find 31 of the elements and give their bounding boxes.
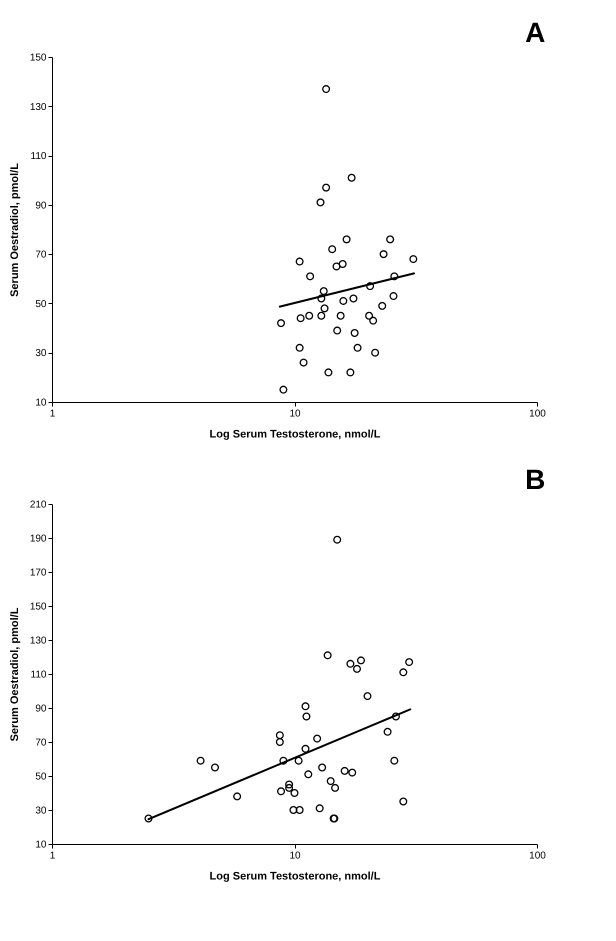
chart-title: B <box>525 464 546 495</box>
x-tick-label: 100 <box>529 850 546 862</box>
y-tick-label: 210 <box>30 500 47 510</box>
y-tick-label: 130 <box>30 102 47 113</box>
y-tick-label: 110 <box>30 670 47 680</box>
x-tick-label: 10 <box>289 408 301 420</box>
y-tick-label: 150 <box>30 52 47 64</box>
y-tick-label: 110 <box>30 151 47 162</box>
y-tick-label: 150 <box>30 602 47 612</box>
x-tick-label: 100 <box>529 408 546 420</box>
y-tick-label: 30 <box>35 348 47 360</box>
x-tick-label: 10 <box>289 850 301 862</box>
y-tick-label: 90 <box>35 200 47 212</box>
y-tick-label: 50 <box>35 298 47 310</box>
y-tick-label: 70 <box>35 250 47 261</box>
y-tick-label: 190 <box>30 534 47 544</box>
x-axis-title: Log Serum Testosterone, nmol/L <box>210 870 381 882</box>
y-tick-label: 170 <box>30 568 47 578</box>
y-tick-label: 10 <box>35 398 47 408</box>
y-tick-label: 70 <box>35 738 47 748</box>
y-axis-title: Serum Oestradiol, pmol/L <box>8 162 21 297</box>
y-tick-label: 130 <box>30 636 47 646</box>
y-axis-title: Serum Oestradiol, pmol/L <box>8 607 21 742</box>
x-tick-label: 1 <box>50 850 56 862</box>
y-tick-label: 10 <box>35 840 47 850</box>
y-tick-label: 90 <box>35 704 47 714</box>
chart-title: A <box>525 17 546 48</box>
y-tick-label: 30 <box>35 806 47 816</box>
x-axis-title: Log Serum Testosterone, nmol/L <box>210 428 381 440</box>
y-tick-label: 50 <box>35 772 47 782</box>
x-tick-label: 1 <box>50 408 56 420</box>
